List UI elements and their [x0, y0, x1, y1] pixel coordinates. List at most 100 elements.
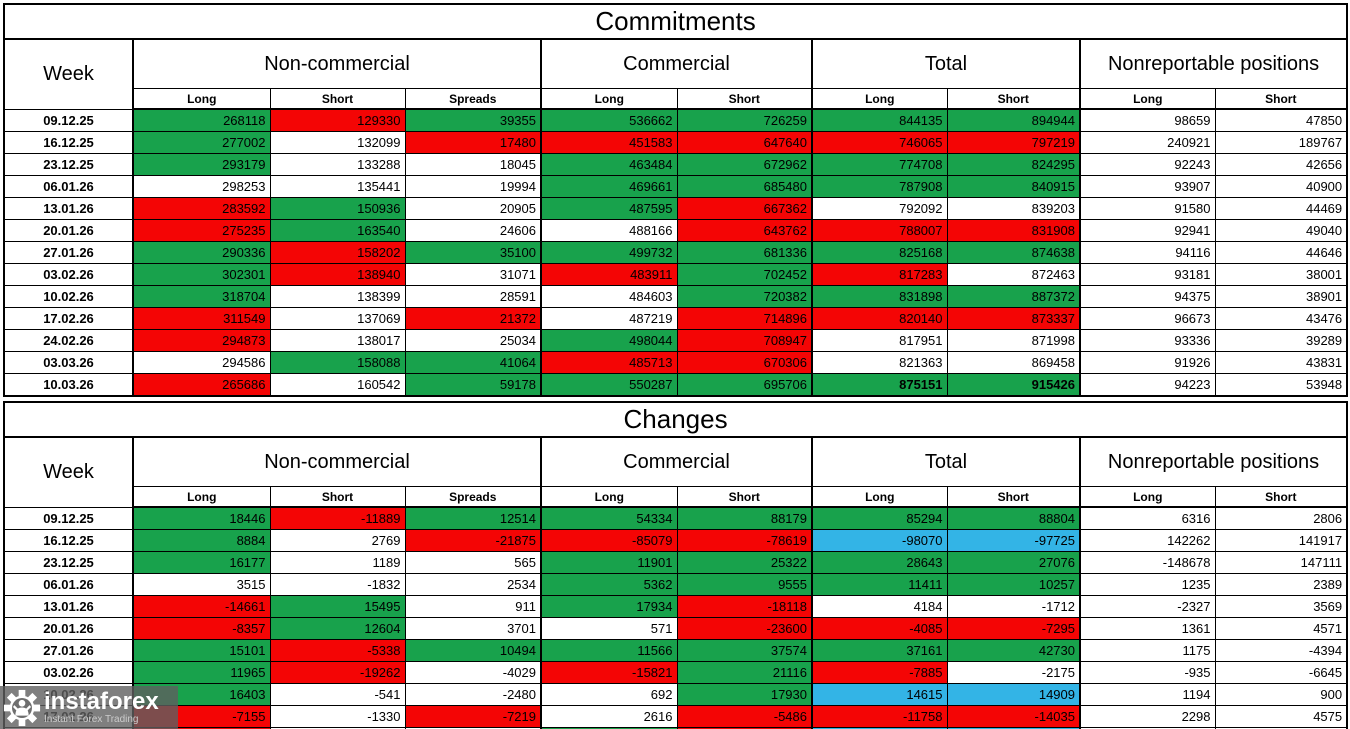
value-cell: 2389: [1214, 573, 1348, 596]
value-cell: 726259: [676, 108, 813, 132]
value-cell: 293179: [132, 153, 271, 176]
col-header-nr-long: Long: [1079, 88, 1216, 110]
table-row: 10.02.26 318704 138399 28591 484603 720382 831…: [3, 285, 1348, 308]
value-cell: 6316: [1079, 506, 1216, 530]
title-row: Commitments: [3, 3, 1348, 40]
value-cell: 820140: [811, 307, 948, 330]
value-cell: 275235: [132, 219, 271, 242]
value-cell: -4394: [1214, 639, 1348, 662]
value-cell: -19262: [269, 661, 406, 684]
table-row: 09.12.25 268118 129330 39355 536662 726259 844…: [3, 108, 1348, 132]
value-cell: -1712: [946, 595, 1081, 618]
value-cell: 28643: [811, 551, 948, 574]
value-cell: 8884: [132, 529, 271, 552]
value-cell: -7885: [811, 661, 948, 684]
value-cell: -1330: [269, 705, 406, 728]
value-cell: 844135: [811, 108, 948, 132]
value-cell: 160542: [269, 373, 406, 397]
value-cell: 469661: [540, 175, 678, 198]
value-cell: 35100: [404, 241, 542, 264]
week-cell: 09.12.25: [3, 108, 134, 132]
value-cell: -4085: [811, 617, 948, 640]
value-cell: -148678: [1079, 551, 1216, 574]
week-cell: 16.12.25: [3, 529, 134, 552]
value-cell: 25322: [676, 551, 813, 574]
col-header-c-short: Short: [676, 486, 813, 508]
table-row: 23.12.25 293179 133288 18045 463484 672962 774…: [3, 153, 1348, 176]
value-cell: 872463: [946, 263, 1081, 286]
value-cell: 702452: [676, 263, 813, 286]
value-cell: 720382: [676, 285, 813, 308]
changes-table: Changes Week Non-commercial Commercial T…: [3, 401, 1349, 729]
value-cell: 484603: [540, 285, 678, 308]
value-cell: -14661: [132, 595, 271, 618]
value-cell: 9555: [676, 573, 813, 596]
value-cell: 571: [540, 617, 678, 640]
value-cell: 20905: [404, 197, 542, 220]
value-cell: 1189: [269, 551, 406, 574]
table-row: 09.12.25 18446 -11889 12514 54334 88179 85294 8…: [3, 506, 1348, 530]
watermark-tagline: Instant Forex Trading: [44, 714, 139, 725]
value-cell: 31071: [404, 263, 542, 286]
group-header-commercial: Commercial: [540, 38, 813, 89]
week-cell: 13.01.26: [3, 197, 134, 220]
value-cell: 14909: [946, 683, 1081, 706]
value-cell: 59178: [404, 373, 542, 397]
week-cell: 23.12.25: [3, 551, 134, 574]
value-cell: 147111: [1214, 551, 1348, 574]
value-cell: 302301: [132, 263, 271, 286]
value-cell: 138017: [269, 329, 406, 352]
week-cell: 10.02.26: [3, 285, 134, 308]
value-cell: 672962: [676, 153, 813, 176]
table-row: 20.01.26 275235 163540 24606 488166 643762 788…: [3, 219, 1348, 242]
value-cell: 137069: [269, 307, 406, 330]
value-cell: 42656: [1214, 153, 1348, 176]
value-cell: 714896: [676, 307, 813, 330]
col-header-t-short: Short: [946, 88, 1081, 110]
value-cell: 2769: [269, 529, 406, 552]
value-cell: 643762: [676, 219, 813, 242]
value-cell: 873337: [946, 307, 1081, 330]
value-cell: 17930: [676, 683, 813, 706]
value-cell: 817951: [811, 329, 948, 352]
value-cell: 788007: [811, 219, 948, 242]
value-cell: 15495: [269, 595, 406, 618]
group-header-nonreportable: Nonreportable positions: [1078, 436, 1348, 487]
value-cell: 4184: [811, 595, 948, 618]
changes-body: 09.12.25 18446 -11889 12514 54334 88179 85294 8…: [3, 506, 1348, 729]
value-cell: 487595: [540, 197, 678, 220]
value-cell: 318704: [132, 285, 271, 308]
value-cell: 16177: [132, 551, 271, 574]
value-cell: 871998: [946, 329, 1081, 352]
value-cell: 3515: [132, 573, 271, 596]
value-cell: -5486: [676, 705, 813, 728]
value-cell: -935: [1079, 661, 1216, 684]
col-header-nc-long: Long: [132, 486, 271, 508]
week-cell: 27.01.26: [3, 241, 134, 264]
value-cell: 1361: [1079, 617, 1216, 640]
value-cell: 746065: [811, 131, 948, 154]
week-cell: 27.01.26: [3, 639, 134, 662]
group-header-noncommercial: Non-commercial: [132, 436, 542, 487]
value-cell: 240921: [1079, 131, 1216, 154]
instaforex-gear-icon: [3, 689, 41, 727]
col-header-nr-long: Long: [1079, 486, 1216, 508]
week-cell: 13.01.26: [3, 595, 134, 618]
table-row: 17.02.26 311549 137069 21372 487219 714896 820…: [3, 307, 1348, 330]
table-row: 20.01.26 -8357 12604 3701 571 -23600 -4085 -729…: [3, 617, 1348, 640]
value-cell: 135441: [269, 175, 406, 198]
table-row: 13.01.26 283592 150936 20905 487595 667362 792…: [3, 197, 1348, 220]
value-cell: -7295: [946, 617, 1081, 640]
table-row: 16.12.25 277002 132099 17480 451583 647640 746…: [3, 131, 1348, 154]
value-cell: 37574: [676, 639, 813, 662]
value-cell: 49040: [1214, 219, 1348, 242]
value-cell: 911: [404, 595, 542, 618]
week-cell: 06.01.26: [3, 175, 134, 198]
value-cell: 485713: [540, 351, 678, 374]
value-cell: -21875: [404, 529, 542, 552]
value-cell: 94116: [1079, 241, 1216, 264]
value-cell: 10257: [946, 573, 1081, 596]
value-cell: -2175: [946, 661, 1081, 684]
value-cell: 85294: [811, 506, 948, 530]
